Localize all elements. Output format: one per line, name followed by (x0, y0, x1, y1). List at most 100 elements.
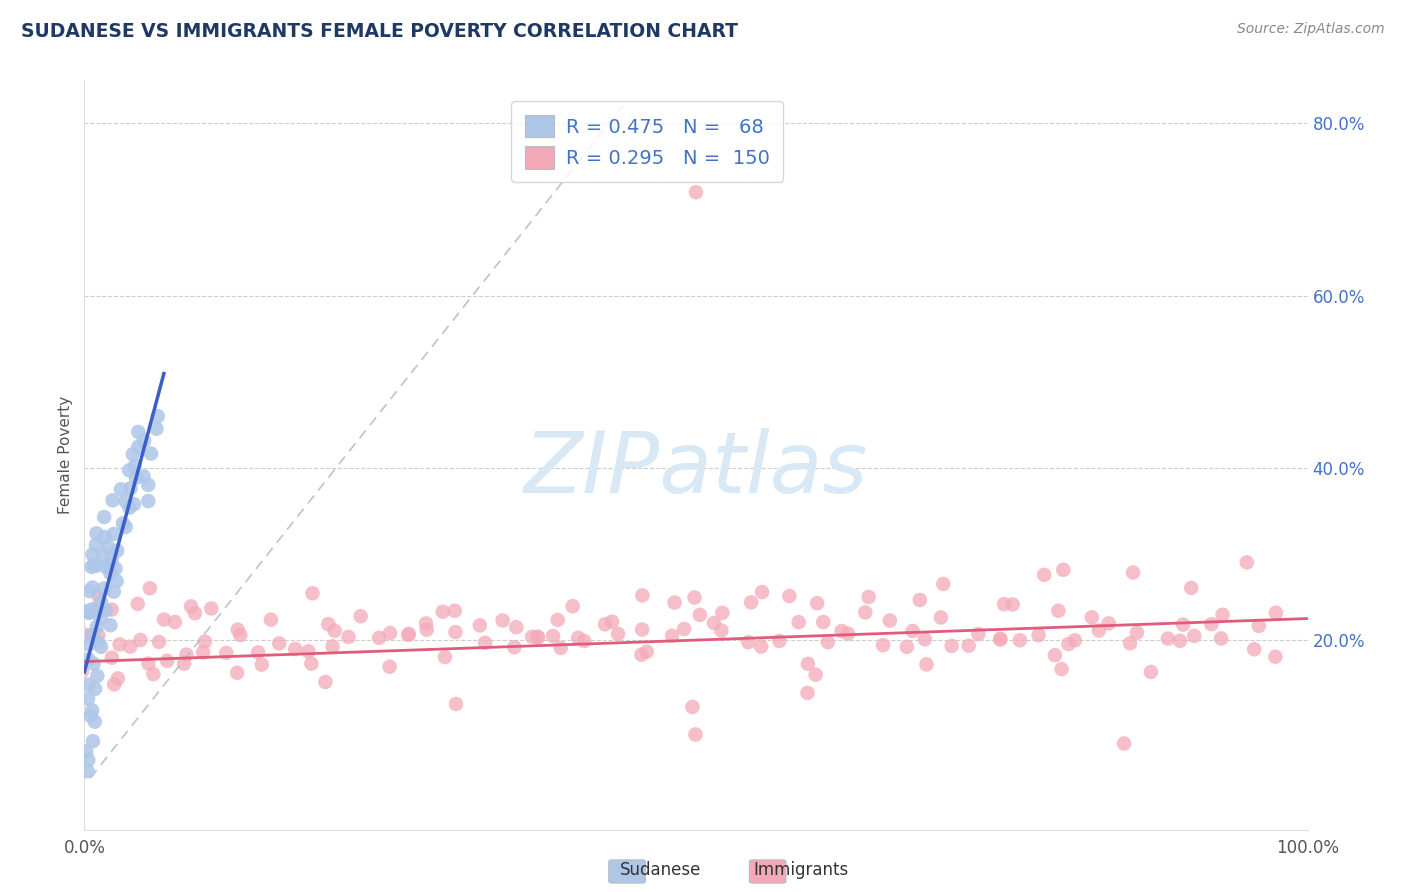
Point (527, 631, 550, 645)
Point (444, 697, 467, 711)
Point (110, 483, 132, 497)
Point (574, 634, 596, 648)
Point (908, 593, 931, 607)
Point (105, 543, 128, 558)
Point (1168, 633, 1191, 648)
Point (505, 620, 527, 634)
Point (751, 585, 773, 599)
Point (740, 595, 762, 609)
Point (872, 638, 894, 652)
Point (77, 691, 100, 706)
Legend: R = 0.475   N =   68, R = 0.295   N =  150: R = 0.475 N = 68, R = 0.295 N = 150 (510, 101, 783, 182)
Point (93, 510, 115, 524)
Point (941, 639, 963, 653)
Point (163, 615, 186, 629)
Point (737, 635, 759, 649)
Point (77, 606, 100, 620)
Point (689, 607, 711, 622)
Point (1212, 607, 1234, 622)
Point (194, 634, 217, 648)
Point (98, 566, 121, 580)
Point (932, 577, 955, 591)
Point (318, 617, 340, 632)
Point (433, 650, 456, 665)
Point (1211, 632, 1233, 646)
Point (101, 493, 124, 508)
Point (121, 447, 143, 461)
Text: Immigrants: Immigrants (754, 861, 849, 879)
Point (685, 727, 707, 741)
Point (1047, 604, 1070, 618)
Point (1180, 581, 1202, 595)
Point (896, 640, 918, 654)
Point (813, 615, 835, 629)
Point (661, 629, 683, 643)
Point (796, 686, 818, 700)
Point (105, 574, 128, 588)
Point (107, 672, 129, 686)
Point (1119, 636, 1142, 650)
Point (120, 640, 142, 654)
Point (83, 558, 105, 572)
Point (87, 628, 110, 642)
Point (284, 642, 307, 657)
Point (711, 606, 734, 620)
Point (142, 667, 165, 681)
Point (139, 446, 162, 460)
Point (80, 604, 103, 618)
Point (269, 636, 291, 650)
Point (1236, 556, 1258, 570)
Point (567, 631, 589, 645)
Point (77, 753, 100, 767)
Point (82, 703, 104, 717)
Point (97, 541, 120, 555)
Point (957, 639, 980, 653)
Point (86, 669, 108, 683)
Point (901, 624, 924, 638)
Point (114, 520, 136, 534)
Point (491, 614, 513, 628)
Point (145, 422, 167, 436)
Point (83, 657, 105, 671)
Point (432, 605, 454, 619)
Point (82, 602, 104, 616)
Point (1247, 619, 1270, 633)
Point (710, 624, 733, 638)
Point (368, 631, 391, 645)
Point (173, 657, 195, 671)
Y-axis label: Female Poverty: Female Poverty (58, 396, 73, 514)
Point (804, 667, 827, 681)
Point (75, 745, 97, 759)
Point (125, 471, 148, 485)
Point (146, 409, 169, 424)
Point (314, 675, 336, 690)
Point (1081, 610, 1104, 624)
Point (136, 494, 159, 508)
Point (396, 628, 419, 642)
Point (1098, 616, 1121, 631)
Point (468, 618, 491, 632)
Text: Sudanese: Sudanese (620, 861, 702, 879)
Point (77, 678, 100, 692)
Point (90, 640, 112, 654)
Point (127, 597, 149, 611)
Point (337, 630, 360, 644)
Point (301, 586, 323, 600)
Point (929, 610, 952, 624)
Point (118, 500, 141, 515)
Point (398, 627, 420, 641)
Point (98, 558, 121, 573)
Point (1140, 665, 1163, 679)
Point (1057, 637, 1080, 651)
Point (522, 630, 544, 644)
Point (156, 654, 179, 668)
Point (1182, 629, 1205, 643)
Point (541, 629, 564, 643)
Point (84, 681, 107, 696)
Point (103, 677, 125, 691)
Point (673, 622, 696, 636)
Point (89, 611, 111, 625)
Point (323, 624, 346, 638)
Point (94, 530, 117, 544)
Point (322, 640, 344, 654)
